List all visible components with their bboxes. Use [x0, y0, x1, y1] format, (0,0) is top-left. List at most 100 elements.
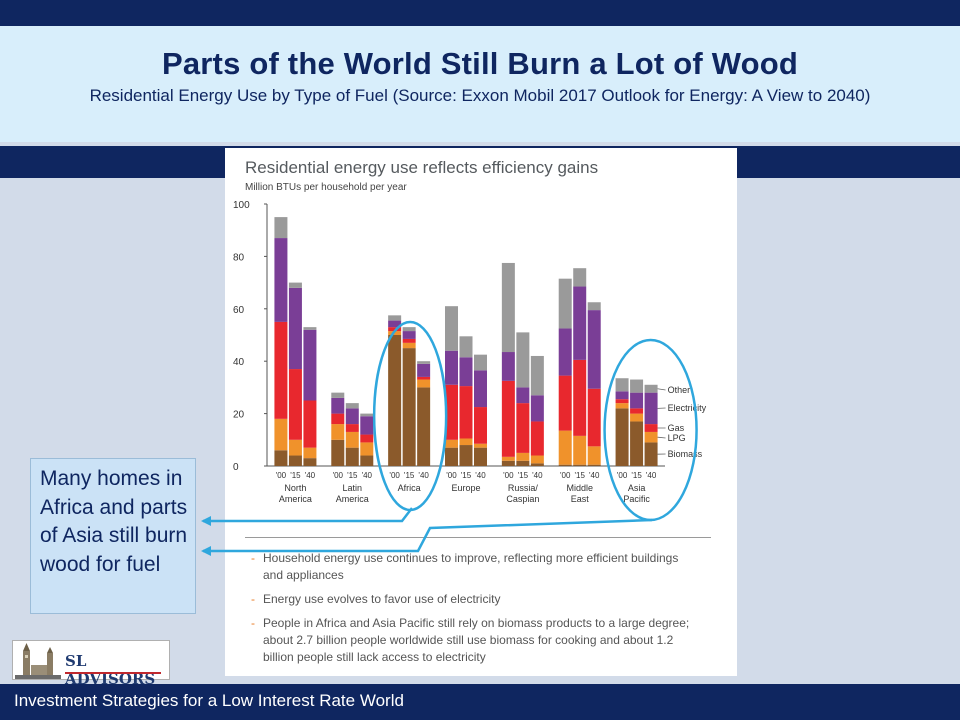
bar-segment-biomass	[615, 408, 629, 466]
bar-segment-lpg	[445, 439, 458, 448]
bar-segment-electricity	[530, 395, 544, 422]
year-tick-label: '40	[418, 471, 429, 480]
chart-unit-label: Million BTUs per household per year	[245, 182, 407, 193]
bar-segment-gas	[303, 400, 317, 448]
bar-segment-lpg	[615, 403, 629, 409]
bar-segment-lpg	[644, 431, 658, 443]
footer-bar: Investment Strategies for a Low Interest…	[0, 684, 960, 720]
note-item: - Household energy use continues to impro…	[251, 550, 701, 584]
bar-segment-other	[516, 332, 530, 388]
y-tick-label: 100	[233, 200, 250, 211]
bar-segment-other	[445, 306, 458, 351]
bar-segment-gas	[402, 338, 416, 343]
year-tick-label: '40	[589, 471, 600, 480]
bar-segment-biomass	[474, 447, 487, 466]
legend-label: LPG	[668, 433, 686, 443]
bar-segment-biomass	[345, 447, 359, 466]
bar-segment-lpg	[501, 456, 515, 461]
region-label: East	[571, 494, 590, 504]
year-tick-label: '15	[631, 471, 642, 480]
region-label: America	[279, 494, 312, 504]
bar-segment-lpg	[388, 331, 402, 335]
bar-segment-biomass	[331, 439, 345, 466]
bar-segment-gas	[288, 369, 302, 440]
bar-segment-biomass	[573, 464, 587, 466]
region-label: Europe	[451, 483, 480, 493]
logo-underline	[65, 672, 161, 674]
bar-segment-other	[644, 384, 658, 393]
bar-segment-lpg	[331, 424, 345, 440]
notes-separator	[245, 537, 711, 538]
bar-segment-gas	[587, 388, 601, 447]
bar-segment-lpg	[402, 342, 416, 349]
year-tick-label: '40	[305, 471, 316, 480]
legend-label: Biomass	[668, 449, 703, 459]
slide-subtitle: Residential Energy Use by Type of Fuel (…	[89, 86, 871, 105]
chart-title: Residential energy use reflects efficien…	[245, 158, 599, 177]
region-label: Asia	[628, 483, 646, 493]
legend-leader-line	[657, 436, 666, 439]
legend-leader-line	[657, 388, 666, 391]
bar-segment-lpg	[459, 438, 473, 446]
bar-segment-electricity	[303, 329, 317, 401]
region-label: Latin	[343, 483, 363, 493]
year-tick-label: '15	[518, 471, 529, 480]
bar-segment-gas	[345, 424, 359, 432]
bar-segment-lpg	[530, 455, 544, 464]
bar-segment-gas	[501, 380, 515, 457]
bar-segment-biomass	[445, 447, 458, 466]
bar-segment-gas	[459, 386, 473, 439]
y-tick-label: 0	[233, 462, 239, 473]
y-tick-label: 80	[233, 252, 245, 263]
bar-segment-lpg	[474, 443, 487, 448]
bullet-marker: -	[251, 551, 255, 565]
bar-segment-electricity	[345, 408, 359, 425]
bar-segment-biomass	[459, 445, 473, 466]
bar-segment-electricity	[615, 391, 629, 400]
bar-segment-biomass	[288, 455, 302, 466]
figure-panel: Residential energy use reflects efficien…	[225, 148, 737, 676]
region-label: North	[284, 483, 306, 493]
bar-segment-electricity	[459, 357, 473, 387]
year-tick-label: '00	[446, 471, 457, 480]
bar-segment-biomass	[274, 450, 288, 466]
bar-segment-electricity	[501, 352, 515, 381]
bar-segment-lpg	[274, 418, 288, 451]
bar-segment-electricity	[274, 238, 288, 322]
bar-segment-gas	[331, 413, 345, 425]
year-tick-label: '15	[461, 471, 472, 480]
bar-segment-gas	[417, 376, 431, 380]
bar-segment-other	[288, 282, 302, 288]
bar-segment-other	[459, 336, 473, 358]
year-tick-label: '00	[503, 471, 514, 480]
bar-segment-electricity	[644, 392, 658, 425]
bar-segment-lpg	[558, 430, 572, 465]
bar-segment-electricity	[417, 363, 431, 377]
year-tick-label: '00	[617, 471, 628, 480]
region-label: Russia/	[508, 483, 539, 493]
callout-box: Many homes in Africa and parts of Asia s…	[30, 458, 196, 614]
bar-segment-electricity	[331, 397, 345, 414]
bar-segment-other	[345, 403, 359, 409]
bar-segment-electricity	[474, 370, 487, 408]
bar-segment-gas	[360, 434, 374, 443]
header-panel: Parts of the World Still Burn a Lot of W…	[0, 26, 960, 142]
bar-segment-other	[587, 302, 601, 311]
bar-segment-other	[303, 327, 317, 330]
bar-segment-other	[501, 262, 515, 353]
year-tick-label: '40	[646, 471, 657, 480]
bar-segment-gas	[630, 408, 644, 414]
bar-segment-other	[530, 355, 544, 396]
note-text: People in Africa and Asia Pacific still …	[263, 616, 690, 664]
note-item: - People in Africa and Asia Pacific still…	[251, 615, 701, 666]
y-tick-label: 40	[233, 357, 245, 368]
bar-segment-lpg	[303, 447, 317, 459]
legend-label: Gas	[668, 423, 685, 433]
note-item: - Energy use evolves to favor use of elec…	[251, 591, 701, 608]
bar-segment-biomass	[402, 348, 416, 466]
footer-text: Investment Strategies for a Low Interest…	[14, 691, 404, 710]
bar-segment-lpg	[345, 431, 359, 448]
bar-segment-other	[558, 278, 572, 329]
bar-segment-gas	[516, 403, 530, 453]
